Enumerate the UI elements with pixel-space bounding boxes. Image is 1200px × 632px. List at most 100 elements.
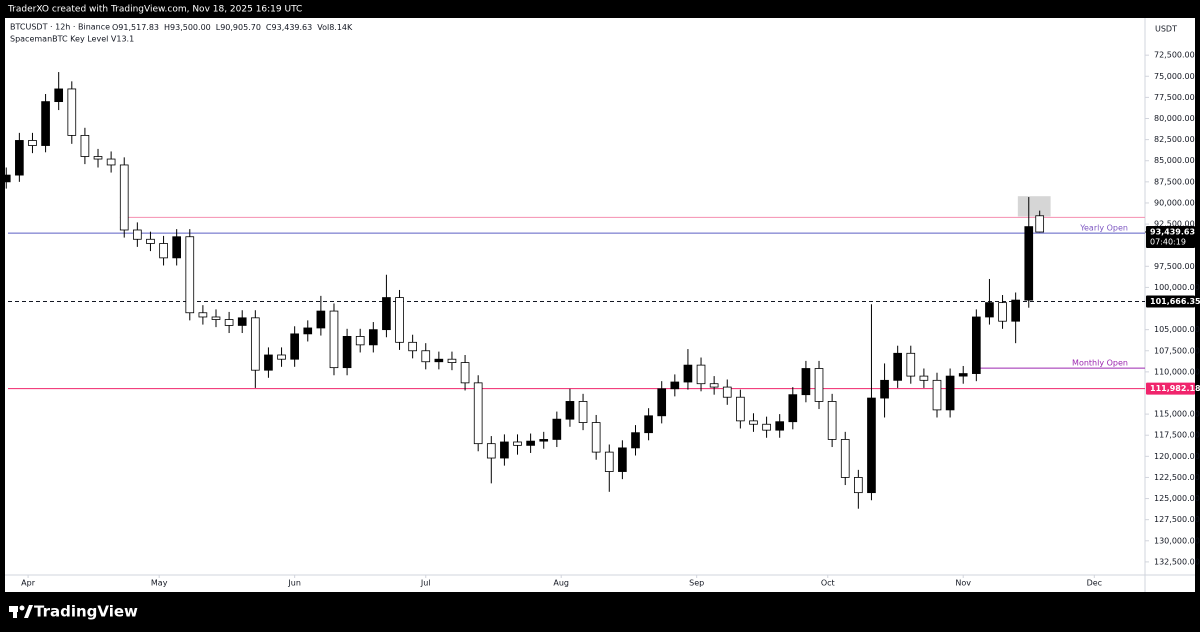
candle-body — [119, 164, 129, 231]
candle-body — [696, 364, 706, 385]
candle-body — [133, 229, 142, 240]
level-label: Yearly Open — [1079, 224, 1128, 233]
candle-body — [54, 88, 64, 103]
y-tick-label: 87,500.00 — [1154, 177, 1195, 186]
y-tick-label: 92,500.00 — [1154, 220, 1195, 229]
y-tick-label: 100,000.00 — [1154, 283, 1200, 292]
candle-body — [211, 316, 221, 320]
candle-body — [840, 439, 850, 478]
candle-body — [172, 236, 182, 259]
candle-body — [303, 327, 313, 335]
candle-body — [342, 336, 352, 369]
candle-body — [670, 381, 680, 390]
price-label: 101,666.35 — [1150, 297, 1200, 306]
last-price-box — [1146, 226, 1195, 249]
y-tick-label: 82,500.00 — [1154, 135, 1195, 144]
candle-body — [867, 397, 876, 494]
candle-body — [906, 352, 916, 377]
candle-body — [1024, 226, 1034, 301]
tradingview-logo — [9, 605, 33, 618]
candle-body — [591, 422, 601, 453]
candle-body — [28, 140, 37, 146]
candle-body — [552, 418, 562, 440]
candle-body — [578, 401, 588, 423]
candle-body — [801, 368, 811, 396]
candle-body — [631, 432, 640, 449]
candle-body — [644, 415, 653, 434]
y-tick-label: 75,000.00 — [1154, 72, 1195, 81]
y-tick-label: 127,500.00 — [1154, 515, 1200, 524]
candle-body — [762, 423, 771, 431]
candle-body — [460, 362, 470, 384]
x-tick-label: Oct — [821, 579, 835, 588]
legend-indicator: SpacemanBTC Key Level V13.1 — [10, 35, 134, 44]
legend-ohlc: O91,517.83 H93,500.00 L90,905.70 C93,439.63… — [112, 23, 353, 32]
candle-body — [447, 358, 457, 363]
price-label: 111,982.18 — [1150, 384, 1200, 393]
y-tick-label: 120,000.00 — [1154, 452, 1200, 461]
legend-field: O91,517.83 — [112, 23, 159, 32]
candle-body — [473, 382, 483, 445]
y-tick-label: 72,500.00 — [1154, 51, 1195, 60]
candle-body — [368, 329, 378, 346]
candle-body — [788, 394, 798, 423]
y-tick-label: 85,000.00 — [1154, 156, 1195, 165]
y-tick-label: 107,500.00 — [1154, 346, 1200, 355]
footer-brand: TradingView — [34, 603, 138, 621]
candle-body — [880, 379, 889, 399]
candle-body — [434, 358, 444, 363]
x-tick-label: Apr — [21, 579, 36, 588]
price-label-box — [1146, 295, 1195, 308]
candle-body — [539, 439, 549, 442]
candle-body — [329, 310, 339, 369]
y-tick-label: 125,000.00 — [1154, 494, 1200, 503]
candle-body — [250, 317, 260, 371]
candle-body — [198, 312, 208, 318]
candle-body — [775, 421, 785, 431]
candle-body — [932, 379, 942, 411]
price-label-box — [1146, 382, 1195, 395]
y-tick-label: 105,000.00 — [1154, 325, 1200, 334]
candle-body — [382, 297, 391, 331]
last-price-label: 93,439.63 — [1150, 228, 1195, 237]
level-label: Monthly Open — [1072, 359, 1128, 368]
y-tick-label: 77,500.00 — [1154, 93, 1195, 102]
candle-body — [421, 350, 431, 363]
candle-body — [998, 302, 1007, 322]
candle-body — [1, 174, 11, 183]
x-tick-label: Sep — [689, 579, 704, 588]
y-tick-label: 97,500.00 — [1154, 262, 1195, 271]
candle-body — [15, 140, 24, 176]
x-tick-label: Aug — [553, 579, 569, 588]
y-tick-label: 132,500.00 — [1154, 557, 1200, 566]
candle-body — [814, 368, 824, 402]
x-tick-label: Nov — [955, 579, 971, 588]
header-text: TraderXO created with TradingView.com, N… — [7, 5, 302, 15]
candle-body — [657, 388, 667, 417]
candle-body — [106, 158, 116, 166]
candle-body — [513, 441, 522, 446]
candle-body — [604, 451, 614, 472]
candle-body — [290, 333, 299, 360]
candle-body — [146, 238, 155, 244]
y-tick-label: 122,500.00 — [1154, 473, 1200, 482]
legend-symbol: BTCUSDT · 12h · Binance — [10, 23, 110, 32]
x-tick-label: May — [151, 579, 168, 588]
candle-body — [565, 401, 575, 420]
candle-body — [486, 443, 496, 459]
y-tick-label: 90,000.00 — [1154, 198, 1195, 207]
candle-body — [67, 88, 77, 136]
candle-body — [985, 302, 994, 318]
candle-body — [185, 236, 195, 314]
legend-field: C93,439.63 — [266, 23, 312, 32]
candle-body — [749, 420, 758, 425]
y-tick-label: 117,500.00 — [1154, 431, 1200, 440]
candle-body — [683, 364, 693, 383]
candle-body — [736, 396, 745, 422]
candle-body — [1011, 299, 1020, 322]
candle-body — [722, 386, 732, 398]
candle-body — [355, 336, 365, 346]
y-tick-label: 115,000.00 — [1154, 410, 1200, 419]
